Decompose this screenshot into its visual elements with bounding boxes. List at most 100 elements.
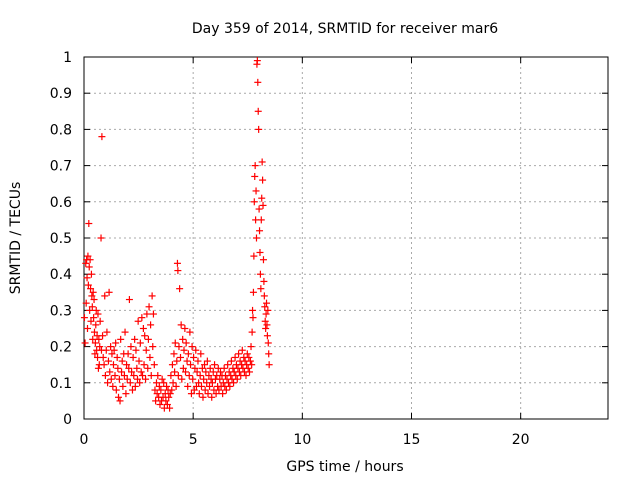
data-point-marker — [249, 288, 257, 296]
data-point-marker — [80, 314, 88, 322]
data-point-marker — [212, 390, 220, 398]
data-point-marker — [160, 379, 168, 387]
y-tick-label: 0.2 — [50, 340, 72, 356]
data-point-marker — [264, 306, 272, 314]
data-point-marker — [94, 310, 102, 318]
data-point-marker — [145, 303, 153, 311]
data-point-marker — [128, 368, 136, 376]
data-point-marker — [106, 368, 114, 376]
data-point-marker — [189, 375, 197, 383]
data-point-marker — [105, 288, 113, 296]
data-point-marker — [259, 201, 267, 209]
data-point-marker — [201, 361, 209, 369]
data-point-marker — [163, 382, 171, 390]
data-point-marker — [171, 368, 179, 376]
data-point-marker — [265, 361, 273, 369]
data-point-marker — [194, 357, 202, 365]
data-point-marker — [97, 234, 105, 242]
x-tick-label: 10 — [293, 432, 311, 448]
data-point-marker — [133, 375, 141, 383]
data-point-marker — [211, 361, 219, 369]
data-point-marker — [186, 328, 194, 336]
data-point-marker — [111, 372, 119, 380]
data-point-marker — [202, 368, 210, 376]
data-point-marker — [99, 353, 107, 361]
data-point-marker — [224, 361, 232, 369]
data-point-marker — [263, 321, 271, 329]
data-point-marker — [214, 364, 222, 372]
data-point-marker — [137, 368, 145, 376]
data-point-marker — [170, 350, 178, 358]
data-point-marker — [90, 328, 98, 336]
data-point-marker — [88, 303, 96, 311]
data-point-marker — [261, 317, 269, 325]
data-point-marker — [87, 285, 95, 293]
data-point-marker — [156, 401, 164, 409]
data-point-marker — [203, 357, 211, 365]
data-point-marker — [126, 379, 134, 387]
data-point-marker — [242, 372, 250, 380]
tick-layer: 0 5 10 15 20 0 0.1 0.2 0.3 0.4 0.5 0.6 0.7 0.8 0.9 1 — [50, 50, 608, 448]
data-point-marker — [182, 339, 190, 347]
x-axis-label: GPS time / hours — [286, 459, 403, 475]
data-point-marker — [113, 353, 121, 361]
data-point-marker — [108, 350, 116, 358]
data-point-marker — [87, 317, 95, 325]
data-point-marker — [162, 397, 170, 405]
data-point-marker — [215, 386, 223, 394]
data-point-marker — [134, 317, 142, 325]
data-point-marker — [166, 404, 174, 412]
data-point-marker — [227, 357, 235, 365]
data-point-marker — [204, 390, 212, 398]
data-point-marker — [169, 379, 177, 387]
data-point-marker — [256, 248, 264, 256]
data-point-marker — [220, 364, 228, 372]
data-point-marker — [82, 299, 90, 307]
data-point-marker — [121, 328, 129, 336]
x-tick-label: 0 — [80, 432, 89, 448]
data-point-marker — [122, 390, 130, 398]
data-point-marker — [168, 386, 176, 394]
data-point-marker — [198, 364, 206, 372]
data-point-marker — [139, 325, 147, 332]
data-point-marker — [246, 357, 254, 365]
data-point-marker — [199, 393, 207, 401]
data-point-marker — [152, 379, 160, 387]
data-point-marker — [206, 382, 214, 390]
data-point-marker — [133, 364, 141, 372]
data-point-marker — [197, 350, 205, 358]
data-point-marker — [96, 317, 104, 325]
data-point-marker — [185, 372, 193, 380]
data-point-marker — [87, 270, 95, 278]
data-point-marker — [263, 299, 271, 307]
data-point-marker — [140, 361, 148, 369]
data-point-marker — [116, 397, 124, 405]
data-point-marker — [166, 390, 174, 398]
data-point-marker — [231, 353, 239, 361]
data-point-marker — [157, 386, 165, 394]
data-point-marker — [155, 382, 163, 390]
data-point-marker — [143, 310, 151, 318]
data-point-marker — [167, 372, 175, 380]
data-point-marker — [256, 227, 264, 235]
data-point-marker — [112, 339, 120, 347]
data-point-marker — [171, 339, 179, 347]
data-point-marker — [81, 339, 89, 347]
data-point-marker — [107, 375, 115, 383]
y-tick-label: 0.1 — [50, 376, 72, 392]
data-point-marker — [103, 328, 111, 336]
data-point-marker — [257, 285, 265, 293]
data-point-marker — [94, 364, 102, 372]
data-point-marker — [150, 361, 158, 369]
data-point-marker — [151, 386, 159, 394]
data-point-marker — [91, 350, 99, 358]
data-point-marker — [233, 375, 241, 383]
data-point-marker — [205, 372, 213, 380]
data-point-marker — [89, 288, 97, 296]
y-tick-label: 0.5 — [50, 231, 72, 247]
data-point-marker — [187, 361, 195, 369]
data-point-marker — [114, 393, 122, 401]
data-point-marker — [248, 361, 256, 369]
data-point-marker — [83, 274, 91, 282]
